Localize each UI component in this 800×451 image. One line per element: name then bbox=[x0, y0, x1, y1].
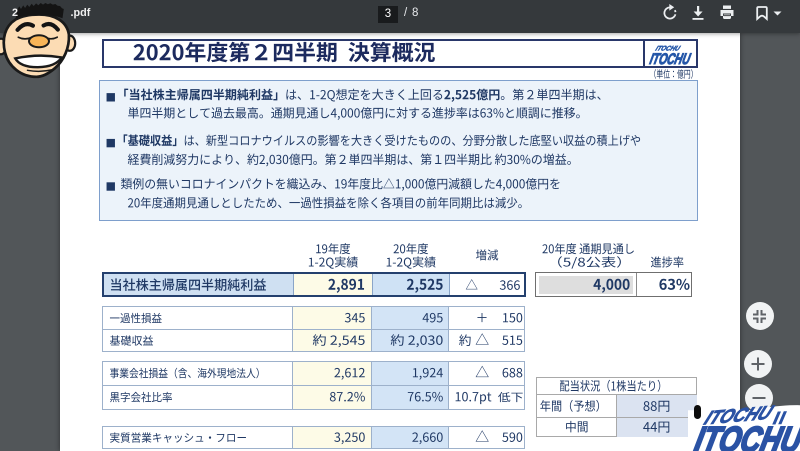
svg-text:ITOCHU: ITOCHU bbox=[691, 420, 800, 451]
svg-text:ITOCHU: ITOCHU bbox=[648, 50, 692, 66]
svg-text:ITOCHU: ITOCHU bbox=[654, 45, 682, 52]
